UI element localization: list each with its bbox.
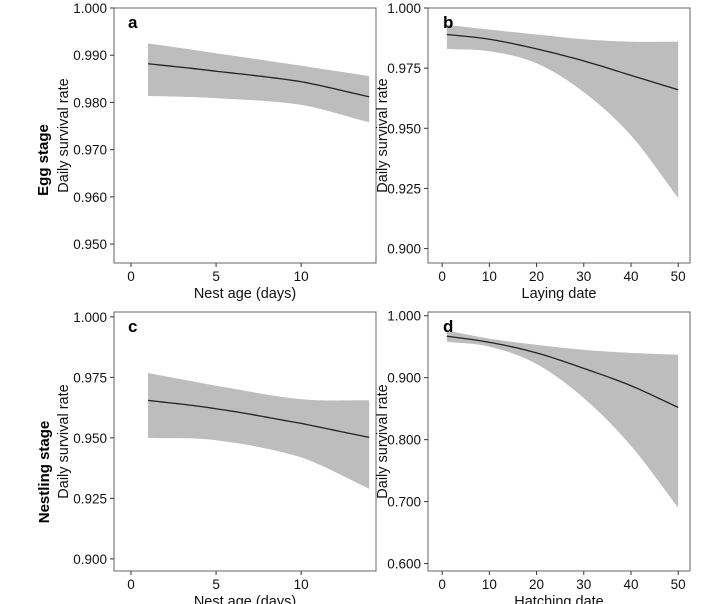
- plot-frame: [427, 311, 691, 572]
- y-axis-label: Daily survival rate: [375, 78, 391, 192]
- y-tick-label: 1.000: [73, 310, 107, 325]
- y-tick-label: 0.970: [73, 143, 107, 158]
- y-tick-label: 0.950: [73, 431, 107, 446]
- y-axis-label: Daily survival rate: [56, 78, 72, 192]
- panel-letter: a: [128, 13, 138, 32]
- y-tick-label: 1.000: [387, 309, 421, 324]
- confidence-band: [148, 373, 370, 489]
- y-tick-label: 0.900: [387, 371, 421, 386]
- y-tick-label: 0.960: [73, 190, 107, 205]
- x-tick-label: 10: [294, 577, 309, 592]
- x-tick-label: 20: [529, 577, 544, 592]
- y-tick-label: 1.000: [387, 1, 421, 16]
- y-tick-label: 0.600: [387, 557, 421, 572]
- y-tick-label: 0.900: [73, 552, 107, 567]
- confidence-band: [446, 24, 679, 199]
- x-tick-label: 10: [294, 269, 309, 284]
- x-tick-label: 20: [529, 269, 544, 284]
- x-tick-label: 50: [671, 577, 686, 592]
- y-tick-label: 0.950: [73, 237, 107, 252]
- x-tick-label: 40: [623, 577, 638, 592]
- y-axis-label: Daily survival rate: [56, 384, 72, 498]
- plot-frame: [427, 7, 691, 264]
- x-tick-label: 40: [623, 269, 638, 284]
- x-tick-label: 0: [438, 269, 446, 284]
- y-tick-label: 0.925: [73, 491, 107, 506]
- y-tick-label: 1.000: [73, 1, 107, 16]
- y-tick-label: 0.925: [387, 181, 421, 196]
- y-tick-label: 0.800: [387, 433, 421, 448]
- x-axis-label: Laying date: [522, 286, 597, 302]
- confidence-band: [446, 330, 679, 508]
- x-tick-label: 0: [127, 269, 135, 284]
- panel-letter: d: [443, 317, 453, 336]
- x-tick-label: 30: [576, 269, 591, 284]
- y-tick-label: 0.900: [387, 242, 421, 257]
- plot-frame: [113, 7, 377, 264]
- y-tick-label: 0.975: [387, 61, 421, 76]
- y-tick-label: 0.980: [73, 95, 107, 110]
- x-axis-label: Nest age (days): [194, 594, 296, 604]
- panel-b: 0.900 0.925 0.950 0.975 1.000 0 10 20 30 40 50 Layi…: [375, 1, 691, 302]
- fitted-line: [147, 399, 370, 439]
- plot-frame: [113, 311, 377, 572]
- fitted-line: [446, 33, 679, 91]
- panel-letter: c: [128, 317, 137, 336]
- panel-c: 0.900 0.925 0.950 0.975 1.000 0 5 10 Nest age (d…: [56, 310, 377, 604]
- x-tick-label: 5: [212, 269, 220, 284]
- y-tick-label: 0.975: [73, 370, 107, 385]
- panel-d: 0.600 0.700 0.800 0.900 1.000 0 10 20 30 40 50 Hatc…: [375, 309, 691, 604]
- x-tick-label: 50: [671, 269, 686, 284]
- panel-letter: b: [443, 13, 453, 32]
- panel-a: 0.950 0.960 0.970 0.980 0.990 1.000 0 5 10 Nest a…: [56, 1, 377, 302]
- x-tick-label: 0: [127, 577, 135, 592]
- fitted-line: [147, 63, 370, 98]
- x-tick-label: 10: [482, 577, 497, 592]
- confidence-band: [148, 43, 370, 123]
- y-tick-label: 0.700: [387, 495, 421, 510]
- x-axis-label: Hatching date: [514, 594, 603, 604]
- y-tick-label: 0.950: [387, 121, 421, 136]
- x-tick-label: 5: [212, 577, 220, 592]
- y-tick-label: 0.990: [73, 48, 107, 63]
- fitted-line: [446, 335, 679, 409]
- y-axis-label: Daily survival rate: [375, 384, 391, 498]
- x-tick-label: 30: [576, 577, 591, 592]
- x-tick-label: 10: [482, 269, 497, 284]
- x-tick-label: 0: [438, 577, 446, 592]
- x-axis-label: Nest age (days): [194, 286, 296, 302]
